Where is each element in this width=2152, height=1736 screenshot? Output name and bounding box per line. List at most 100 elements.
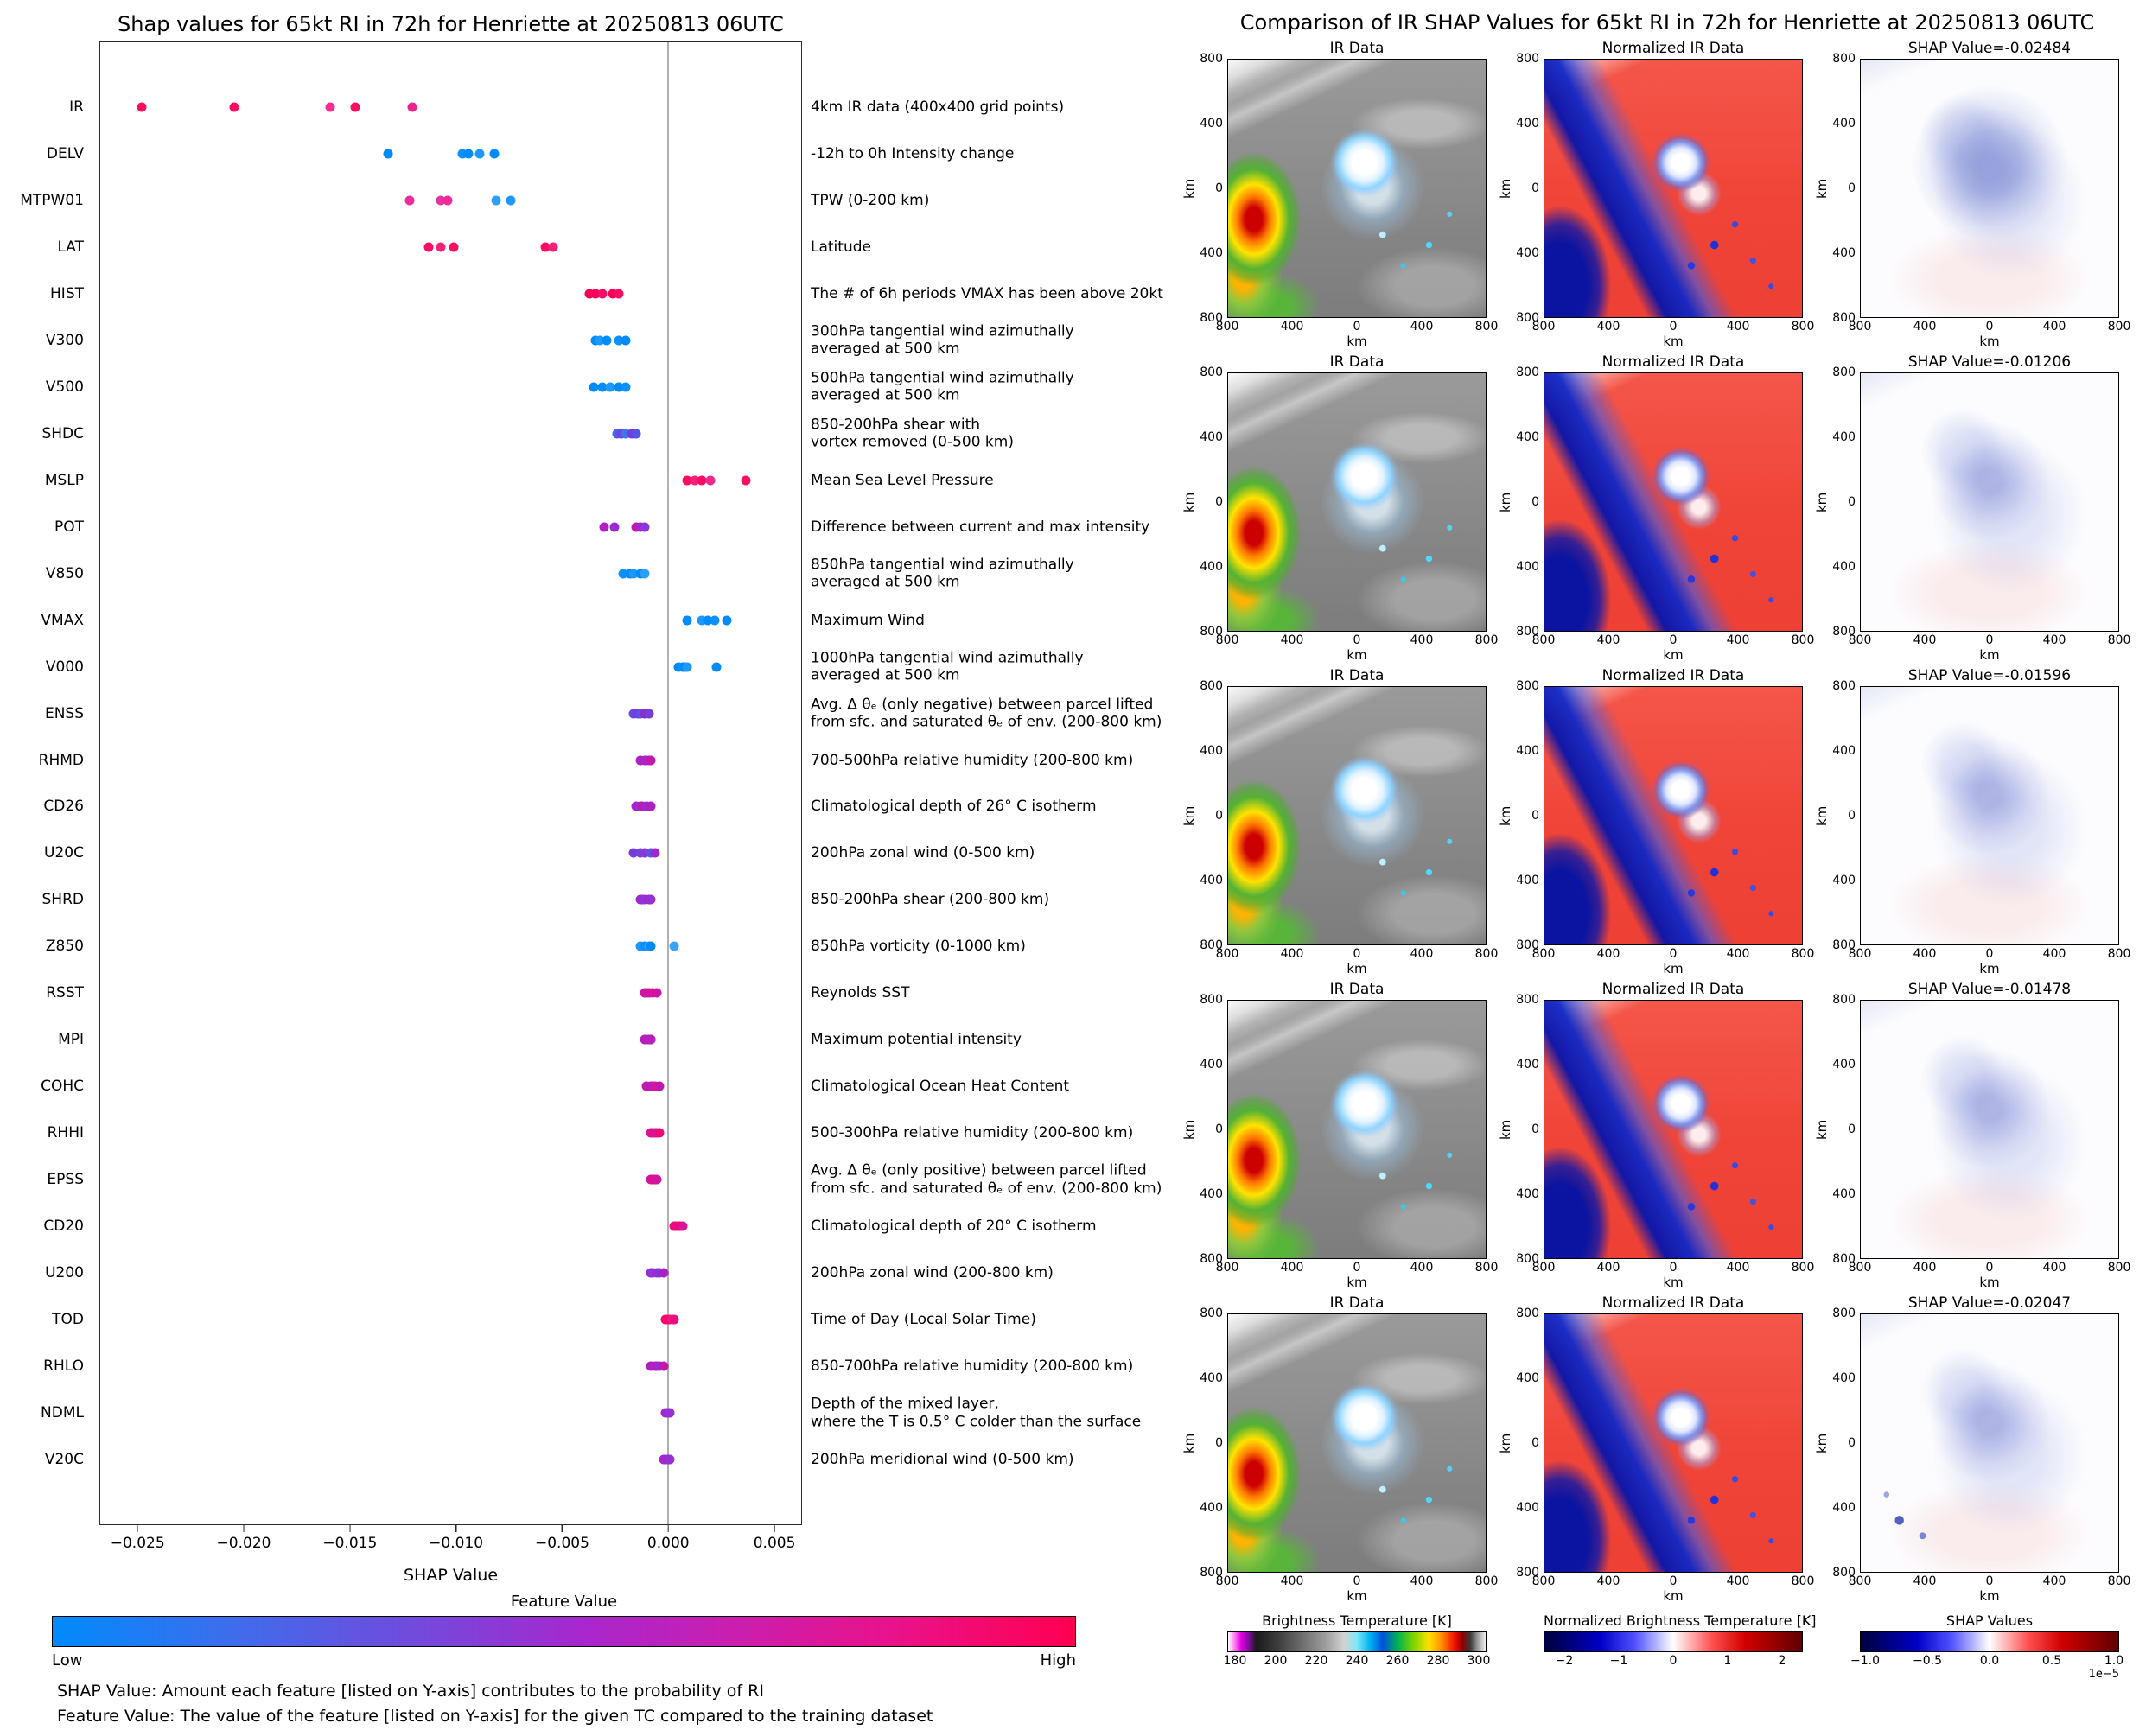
x-tick-label: 800: [2107, 320, 2131, 334]
feature-value-colorbar: [52, 1616, 1076, 1647]
y-tick-label: 400: [1200, 744, 1223, 758]
feature-label-shrd: SHRD: [41, 891, 84, 909]
shap-dot-hist: [584, 289, 595, 299]
colorbar-gradient: [1227, 1631, 1487, 1652]
feature-descriptions: 4km IR data (400x400 grid points) -12h to…: [811, 41, 1177, 1525]
y-tick-label: 400: [1200, 1058, 1223, 1071]
shap-map-cell: SHAP Value=-0.01206 km 800 400 0 400 800 800 400…: [1814, 352, 2130, 664]
y-tick-label: 0: [1531, 1436, 1539, 1450]
y-axis-label: km: [1181, 805, 1197, 826]
feature-description-cd20: Climatological depth of 20° C isotherm: [811, 1218, 1097, 1236]
feature-description-cd26: Climatological depth of 26° C isotherm: [811, 798, 1097, 816]
x-tick-label: 0: [1985, 1574, 1994, 1588]
x-tick-label: 0: [1353, 320, 1361, 334]
x-tick-label: 0: [1353, 633, 1361, 647]
feature-label-vmax: VMAX: [41, 611, 84, 629]
x-tick-label: 400: [1280, 1574, 1304, 1588]
feature-description-shrd: 850-200hPa shear (200-800 km): [811, 891, 1050, 909]
feature-description-enss: Avg. Δ θₑ (only negative) between parcel…: [811, 696, 1162, 731]
map-row-4: IR Data km 800 400 0 400 800 800 400 0 400 800 km Nor…: [1181, 979, 2130, 1291]
y-tick-label: 400: [1516, 744, 1539, 758]
shap-dot-hist: [597, 289, 608, 299]
shap-map-title: SHAP Value=-0.01206: [1907, 353, 2072, 371]
x-tick-label: 400: [2042, 633, 2066, 647]
x-tick-label: 400: [1280, 633, 1304, 647]
y-tick-label: 0: [1531, 809, 1539, 823]
x-tick-label: 0: [1353, 1261, 1361, 1275]
map-row-5: IR Data km 800 400 0 400 800 800 400 0 400 800 km Nor…: [1181, 1293, 2130, 1605]
feature-description-ndml: Depth of the mixed layer, where the T is…: [811, 1396, 1142, 1431]
y-tick-label: 800: [1516, 938, 1539, 952]
feature-description-lat: Latitude: [811, 238, 871, 256]
colorbar-tick-label: −2: [1555, 1654, 1574, 1668]
feature-label-v20c: V20C: [44, 1451, 84, 1469]
shap-dot-cd20: [678, 1221, 688, 1231]
shap-dot-vmax: [703, 615, 713, 626]
map-axes: km 800 400 0 400 800: [1498, 366, 1803, 639]
feature-description-pot: Difference between current and max inten…: [811, 518, 1150, 536]
shap-dot-v000: [682, 662, 692, 672]
colorbar-block-2: SHAP Values −1.0 −0.5 0.0 0.5 1.0 1e−5: [1815, 1612, 2123, 1682]
y-tick-label: 400: [1832, 1371, 1856, 1385]
y-tick-label: 400: [1832, 744, 1856, 758]
y-tick-label: 0: [1848, 809, 1856, 823]
map-axes: km 800 400 0 400 800: [1181, 52, 1487, 325]
shap-dot-enss: [644, 709, 654, 719]
feature-label-hist: HIST: [50, 284, 84, 302]
feature-label-u200: U200: [45, 1264, 84, 1282]
shap-dot-epss: [652, 1174, 662, 1185]
x-tick-label: 400: [2042, 947, 2066, 961]
shap-map-title: SHAP Value=-0.02047: [1907, 1294, 2072, 1312]
x-axis-ticks: −0.025 −0.020 −0.015 −0.010 −0.005 0.000 0.005: [99, 1525, 802, 1556]
y-tick-label: 800: [1516, 311, 1539, 325]
x-tick-label: 800: [1215, 1261, 1239, 1275]
x-tick-label: 400: [1280, 947, 1304, 961]
x-tick-label: 800: [1791, 947, 1815, 961]
colorbar-tick-label: 1.0: [2104, 1654, 2124, 1668]
map-axes: km 800 400 0 400 800: [1181, 366, 1487, 639]
feature-label-ir: IR: [69, 98, 84, 116]
shap-map-cell: SHAP Value=-0.01478 km 800 400 0 400 800 800 400…: [1814, 979, 2130, 1291]
colorbar-tick-label: 0.5: [2041, 1654, 2062, 1668]
x-tick-label: 800: [1791, 1261, 1815, 1275]
shap-dot-shdc: [631, 429, 641, 439]
x-tick-label: 800: [1474, 1261, 1499, 1275]
x-tick-label: 400: [1596, 1261, 1620, 1275]
map-grid: IR Data km 800 400 0 400 800 800 400 0 400 800 km Nor…: [1181, 38, 2130, 1606]
x-tick-label: 400: [1913, 320, 1937, 334]
shap-dot-vmax: [722, 615, 732, 626]
ir-map-cell: IR Data km 800 400 0 400 800 800 400 0 400 800 km: [1181, 352, 1498, 664]
map-row-3: IR Data km 800 400 0 400 800 800 400 0 400 800 km Nor…: [1181, 665, 2130, 977]
colorbar-gradient: [1544, 1631, 1803, 1652]
shap-dot-mtpw01: [404, 195, 415, 206]
x-axis-label: km: [1347, 961, 1367, 976]
x-axis-label: km: [1979, 647, 2000, 663]
x-tick-label: 800: [1215, 947, 1239, 961]
shap-dot-v300: [621, 335, 631, 346]
y-axis-ticks: 800 400 0 400 800: [1196, 1307, 1227, 1580]
map-axes: km 800 400 0 400 800: [1498, 679, 1803, 952]
x-axis-label: km: [1347, 1275, 1367, 1290]
norm-map-cell: Normalized IR Data km 800 400 0 400 800 800 400 0…: [1498, 38, 1814, 350]
x-axis-label: km: [1979, 961, 2000, 976]
x-axis-label: km: [1979, 1275, 2000, 1290]
y-axis-ticks: 800 400 0 400 800: [1829, 1307, 1860, 1580]
y-tick-label: 0: [1531, 495, 1539, 509]
y-axis-label: km: [1498, 1433, 1513, 1453]
x-tick-label: −0.025: [110, 1535, 165, 1552]
shap-dot-mslp: [697, 475, 707, 486]
map-row-1: IR Data km 800 400 0 400 800 800 400 0 400 800 km Nor…: [1181, 38, 2130, 350]
y-axis-label: km: [1498, 1119, 1513, 1140]
y-tick-label: 800: [1200, 1566, 1223, 1580]
x-tick-label: 800: [1848, 1261, 1872, 1275]
y-axis-ticks: 800 400 0 400 800: [1829, 679, 1860, 952]
shap-map-image: [1860, 59, 2119, 318]
shap-dot-ir: [137, 102, 147, 112]
x-tick-mark: [137, 1525, 138, 1532]
colorbar-multiplier: 1e−5: [2088, 1668, 2119, 1681]
y-tick-label: 800: [1832, 625, 1856, 639]
x-axis-ticks: 800 400 0 400 800: [1216, 945, 1499, 962]
y-tick-label: 0: [1215, 181, 1223, 195]
ir-map-title: IR Data: [1329, 981, 1385, 998]
x-tick-label: 400: [1596, 320, 1620, 334]
